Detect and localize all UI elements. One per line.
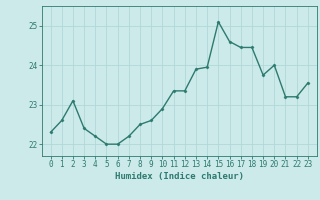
X-axis label: Humidex (Indice chaleur): Humidex (Indice chaleur) — [115, 172, 244, 181]
